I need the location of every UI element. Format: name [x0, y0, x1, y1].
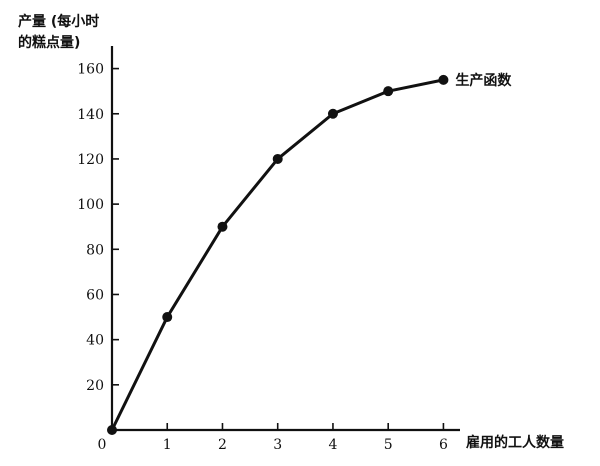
- x-axis-title: 雇用的工人数量: [466, 434, 564, 451]
- data-point-3: [272, 153, 283, 164]
- y-tick-label-20: 20: [86, 378, 104, 394]
- series-label: 生产函数: [455, 72, 512, 89]
- data-point-1: [162, 312, 173, 323]
- y-tick-label-160: 160: [77, 62, 104, 78]
- data-point-2: [217, 221, 228, 232]
- x-tick-label-4: 4: [328, 437, 337, 453]
- data-point-0: [107, 425, 117, 435]
- x-axis: 0 1 2 3 4 5 6 雇用的工人数量: [98, 423, 564, 453]
- series-line-0: [110, 78, 444, 431]
- x-tick-label-3: 3: [273, 437, 282, 453]
- series-layer: 生产函数: [107, 72, 512, 435]
- y-axis-title-line-1: 产量 (每小时: [18, 13, 99, 30]
- y-tick-label-120: 120: [77, 152, 104, 168]
- y-tick-label-80: 80: [86, 242, 104, 258]
- data-point-5: [383, 86, 394, 97]
- x-tick-label-2: 2: [218, 437, 227, 453]
- x-tick-label-6: 6: [439, 437, 448, 453]
- y-tick-label-100: 100: [77, 197, 104, 213]
- y-axis: 20 40 60 80 100 120 140 160 产量 (每小时 的糕点量): [18, 13, 119, 430]
- y-tick-label-40: 40: [86, 333, 104, 349]
- x-tick-label-5: 5: [384, 437, 393, 453]
- y-tick-label-140: 140: [77, 107, 104, 123]
- y-axis-title-line-2: 的糕点量): [18, 34, 80, 51]
- y-tick-label-60: 60: [86, 287, 104, 303]
- data-point-4: [327, 108, 338, 119]
- x-tick-label-1: 1: [163, 437, 172, 453]
- data-point-6: [438, 74, 449, 85]
- x-tick-label-0: 0: [98, 437, 107, 453]
